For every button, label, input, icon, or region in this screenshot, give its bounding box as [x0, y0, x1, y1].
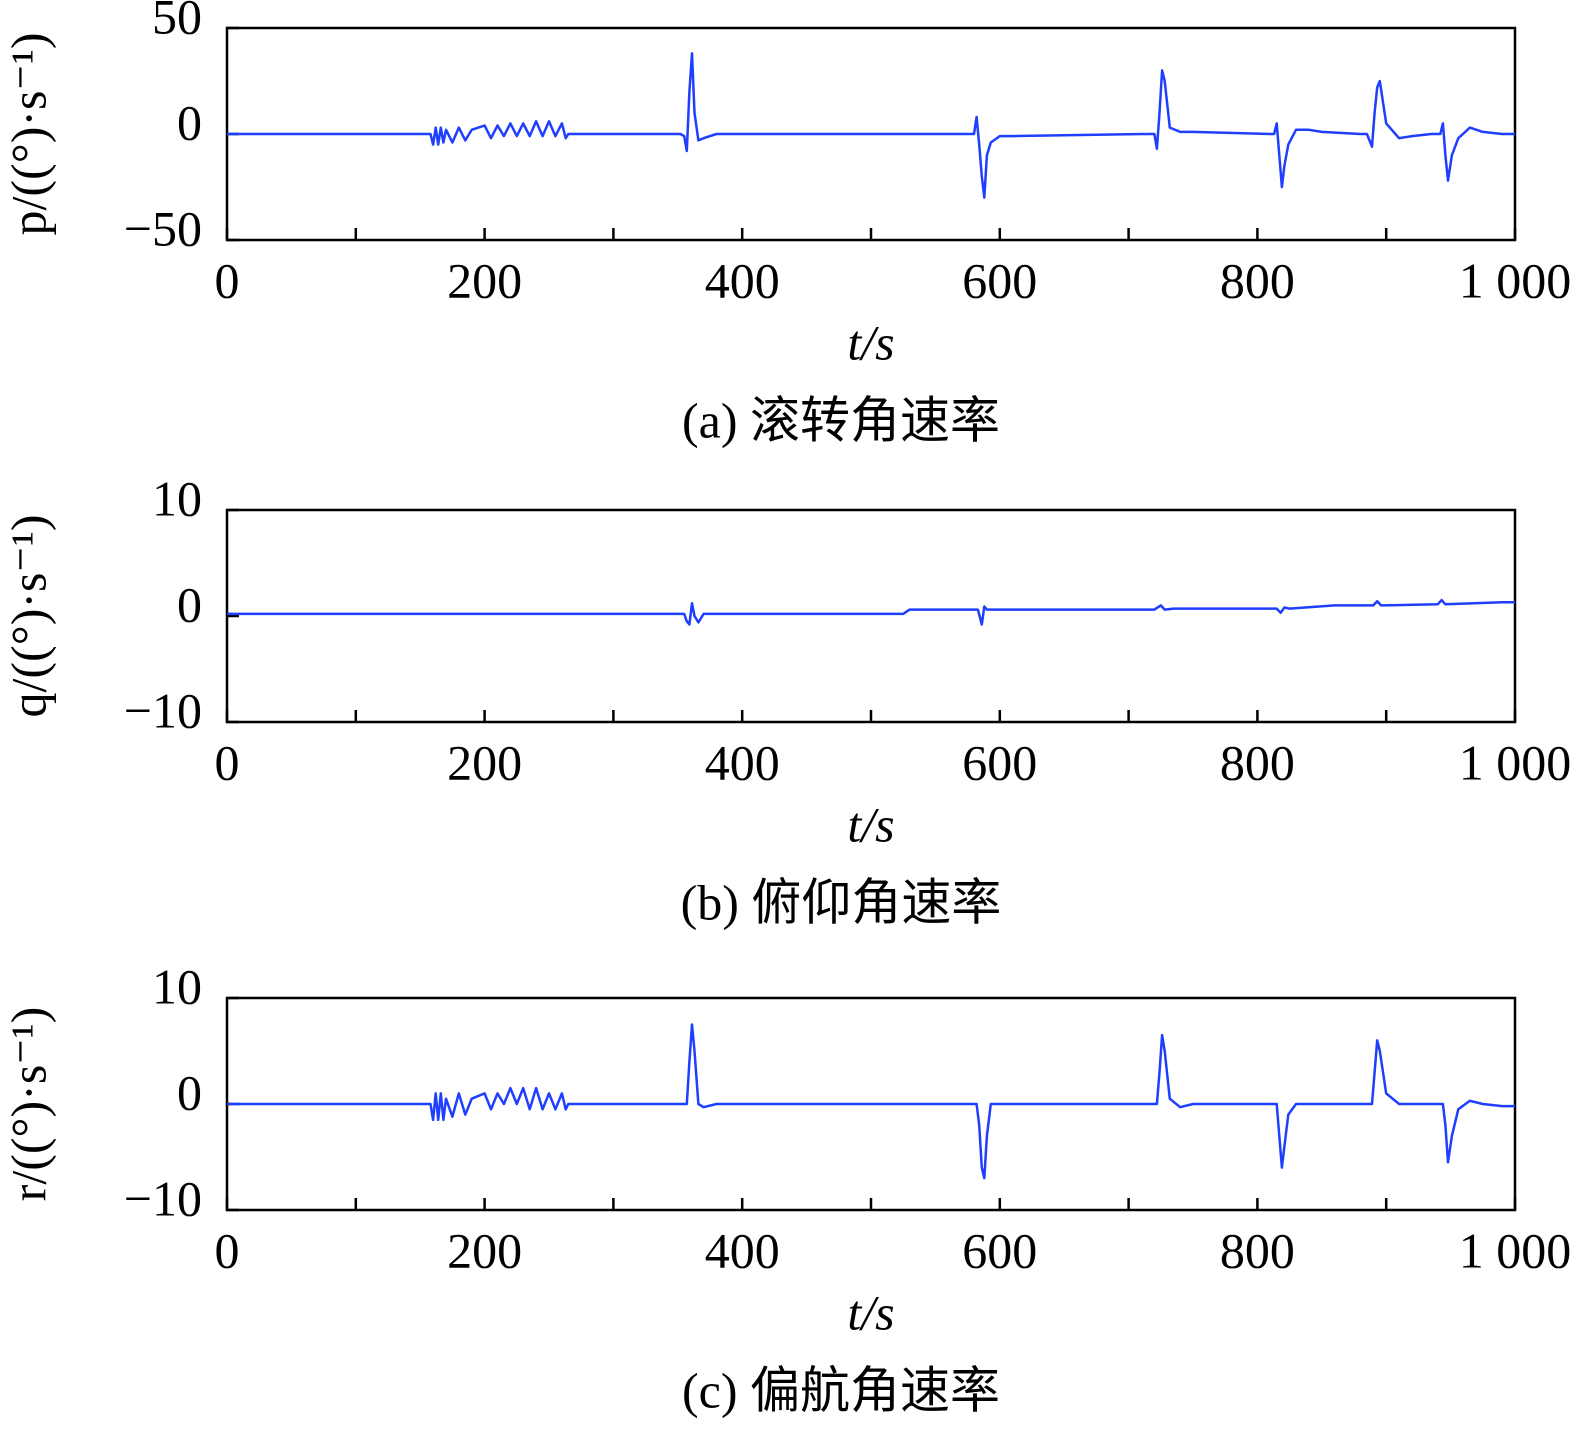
data-line — [227, 52, 1515, 199]
y-axis-label: q/((°)·s⁻¹) — [0, 515, 56, 718]
y-tick-label: 0 — [177, 94, 202, 150]
x-axis-label: t/s — [847, 1284, 894, 1340]
y-tick-label: −10 — [124, 682, 202, 738]
x-tick-label: 200 — [447, 252, 522, 308]
x-tick-label: 600 — [962, 1222, 1037, 1278]
x-axis-label: t/s — [847, 796, 894, 852]
x-tick-label: 200 — [447, 734, 522, 790]
x-tick-label: 0 — [215, 1222, 240, 1278]
x-tick-label: 0 — [215, 734, 240, 790]
y-axis-label: p/((°)·s⁻¹) — [0, 33, 56, 236]
x-tick-label: 600 — [962, 252, 1037, 308]
y-axis-label: r/((°)·s⁻¹) — [0, 1007, 56, 1202]
data-line — [227, 598, 1515, 626]
data-line — [227, 1023, 1515, 1180]
x-tick-label: 800 — [1220, 734, 1295, 790]
x-tick-label: 800 — [1220, 1222, 1295, 1278]
y-tick-label: −10 — [124, 1170, 202, 1226]
y-tick-label: 0 — [177, 1064, 202, 1120]
plot-frame — [225, 508, 1517, 724]
caption: (a) 滚转角速率 — [682, 392, 1000, 448]
y-tick-label: −50 — [124, 200, 202, 256]
y-tick-label: 50 — [152, 0, 202, 44]
y-tick-label: 10 — [152, 958, 202, 1014]
x-tick-label: 1 000 — [1459, 1222, 1572, 1278]
x-tick-label: 800 — [1220, 252, 1295, 308]
caption: (b) 俯仰角速率 — [681, 874, 1002, 930]
caption: (c) 偏航角速率 — [682, 1362, 1000, 1418]
x-tick-label: 400 — [705, 1222, 780, 1278]
x-tick-label: 1 000 — [1459, 252, 1572, 308]
y-tick-label: 0 — [177, 576, 202, 632]
x-tick-label: 400 — [705, 734, 780, 790]
x-tick-label: 0 — [215, 252, 240, 308]
x-tick-label: 600 — [962, 734, 1037, 790]
y-tick-label: 10 — [152, 470, 202, 526]
x-tick-label: 1 000 — [1459, 734, 1572, 790]
x-tick-label: 200 — [447, 1222, 522, 1278]
x-tick-label: 400 — [705, 252, 780, 308]
x-axis-label: t/s — [847, 314, 894, 370]
